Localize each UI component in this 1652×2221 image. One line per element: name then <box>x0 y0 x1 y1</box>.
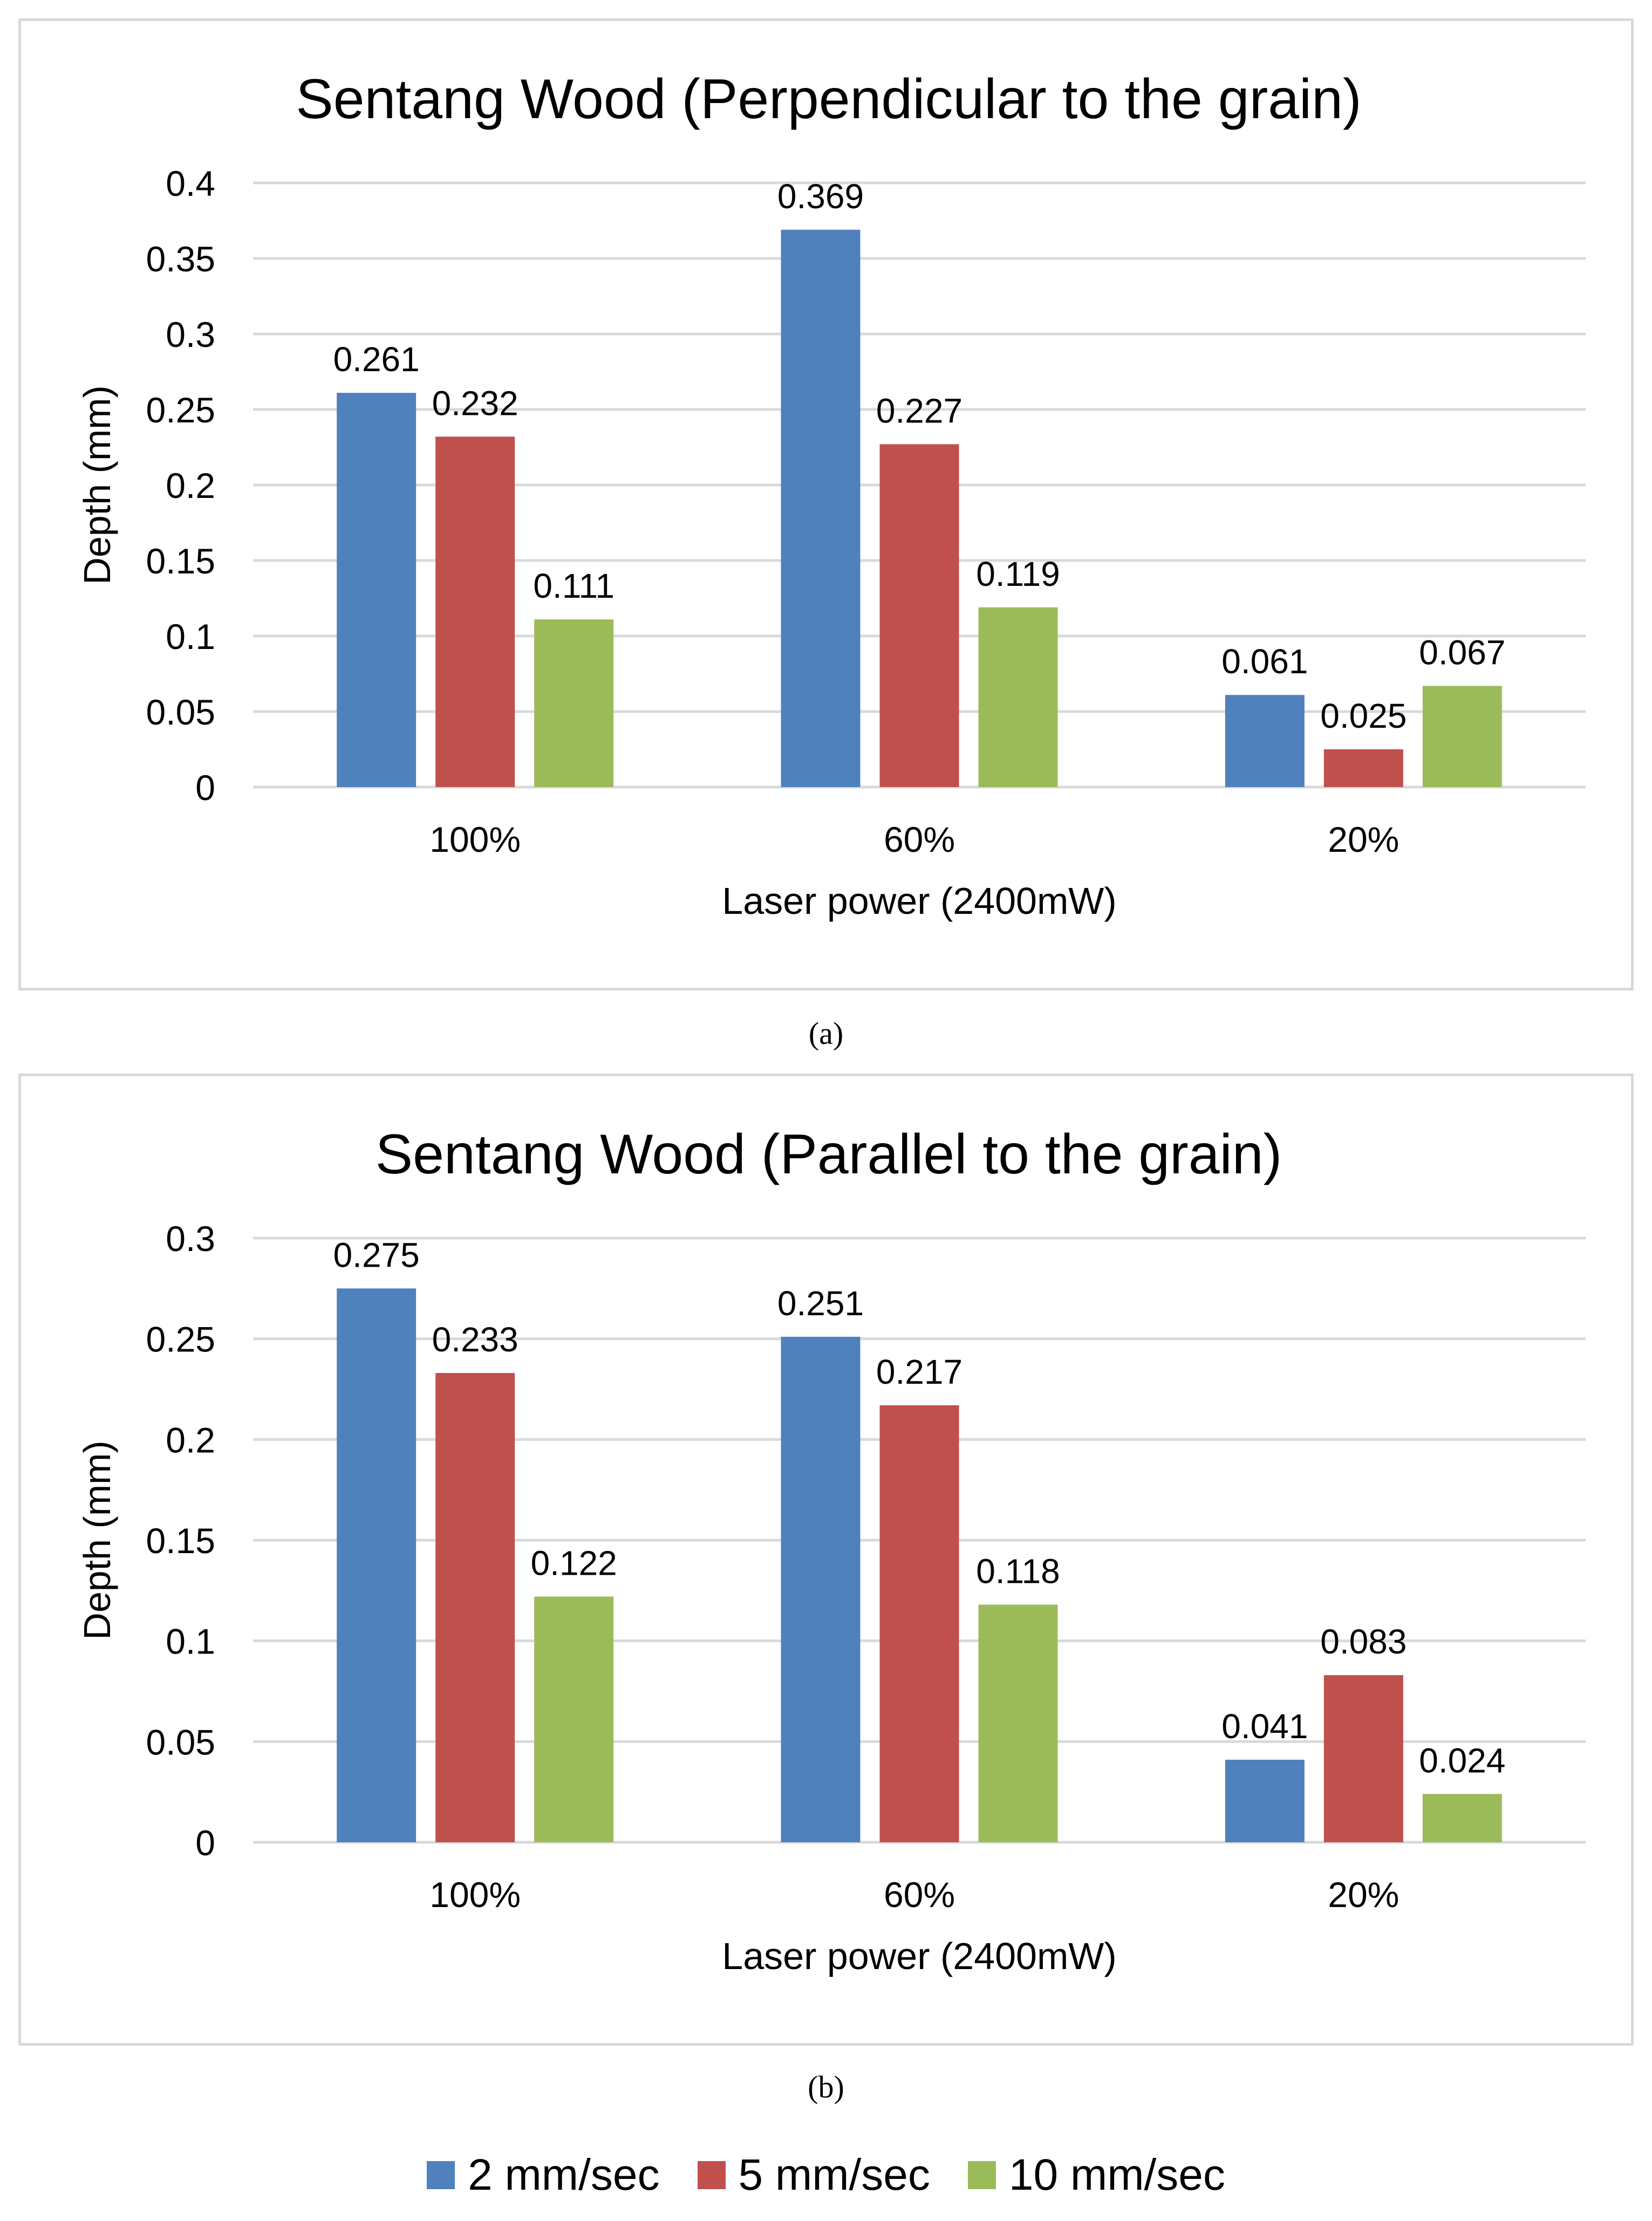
chart-panel-a: Sentang Wood (Perpendicular to the grain… <box>18 18 1634 990</box>
chart-b-ytick-label: 0.05 <box>146 1722 215 1762</box>
chart-a-ytick-label: 0.25 <box>146 390 215 430</box>
chart-b-bar-10mm-1 <box>978 1604 1058 1842</box>
chart-a-data-label: 0.061 <box>1221 642 1308 681</box>
chart-b-data-label: 0.217 <box>876 1352 962 1391</box>
legend-item-10mm: 10 mm/sec <box>967 2150 1225 2201</box>
chart-panel-b: Sentang Wood (Parallel to the grain) 0 0.0… <box>18 1074 1634 2046</box>
chart-a-xlabel: Laser power (2400mW) <box>722 880 1116 922</box>
chart-a-bar-5mm-0 <box>435 436 515 787</box>
chart-b-ytick-label: 0.2 <box>166 1420 215 1460</box>
legend-label-10mm: 10 mm/sec <box>1008 2150 1225 2199</box>
chart-a-bar-10mm-0 <box>534 619 614 787</box>
chart-b-data-label: 0.024 <box>1419 1741 1505 1780</box>
legend-swatch-2mm <box>427 2161 455 2189</box>
chart-b-title: Sentang Wood (Parallel to the grain) <box>376 1123 1282 1186</box>
chart-b-ytick-label: 0.15 <box>146 1521 215 1561</box>
chart-a-bar-10mm-1 <box>978 607 1058 787</box>
chart-b-svg: Sentang Wood (Parallel to the grain) 0 0.0… <box>76 1123 1586 1977</box>
chart-a-ytick-label: 0 <box>195 768 215 808</box>
chart-b-data-label: 0.118 <box>976 1552 1060 1590</box>
chart-a-bar-2mm-0 <box>337 393 417 787</box>
chart-a-ylabel: Depth (mm) <box>76 385 118 584</box>
chart-b-data-label: 0.275 <box>333 1235 420 1274</box>
chart-a-bar-10mm-2 <box>1422 686 1502 787</box>
chart-b-data-label: 0.233 <box>432 1320 518 1359</box>
chart-b-ylabel: Depth (mm) <box>76 1440 118 1639</box>
chart-a-ytick-label: 0.4 <box>166 163 215 203</box>
chart-a-data-label: 0.232 <box>432 384 518 422</box>
chart-a-bar-5mm-1 <box>879 444 959 787</box>
chart-b-ytick-label: 0.25 <box>146 1320 215 1359</box>
chart-a-data-label: 0.119 <box>976 555 1060 593</box>
chart-b-data-label: 0.122 <box>531 1544 617 1583</box>
chart-a-data-label: 0.261 <box>333 340 420 379</box>
chart-a-data-label: 0.025 <box>1320 696 1407 735</box>
chart-b-data-label: 0.083 <box>1320 1622 1407 1661</box>
chart-b-xtick-label: 60% <box>884 1875 955 1915</box>
chart-b-bar-2mm-1 <box>781 1336 861 1842</box>
chart-b-xtick-label: 20% <box>1328 1875 1399 1915</box>
chart-a-bar-2mm-2 <box>1225 695 1305 787</box>
chart-b-bar-10mm-2 <box>1422 1794 1502 1842</box>
chart-a-ytick-label: 0.05 <box>146 692 215 732</box>
chart-a-ytick-label: 0.2 <box>166 466 215 505</box>
chart-b-data-label: 0.041 <box>1221 1707 1308 1746</box>
chart-b-ytick-label: 0.3 <box>166 1219 215 1259</box>
chart-a-ytick-label: 0.35 <box>146 239 215 279</box>
chart-b-xtick-label: 100% <box>429 1875 521 1915</box>
chart-a-ytick-label: 0.15 <box>146 541 215 581</box>
chart-a-bar-2mm-1 <box>781 229 861 787</box>
legend-item-5mm: 5 mm/sec <box>697 2150 930 2201</box>
chart-a-data-label: 0.111 <box>533 566 615 605</box>
chart-b-bar-10mm-0 <box>534 1596 614 1842</box>
caption-a: (a) <box>808 1016 844 1051</box>
legend-item-2mm: 2 mm/sec <box>427 2150 660 2201</box>
chart-a-xtick-label: 20% <box>1328 819 1399 859</box>
chart-b-ytick-label: 0.1 <box>166 1622 215 1662</box>
chart-b-bar-5mm-2 <box>1323 1675 1403 1842</box>
chart-a-ytick-label: 0.1 <box>166 617 215 657</box>
chart-b-bar-5mm-0 <box>435 1373 515 1842</box>
chart-b-bar-5mm-1 <box>879 1405 959 1842</box>
legend-swatch-5mm <box>697 2161 726 2189</box>
chart-a-data-label: 0.067 <box>1419 633 1505 672</box>
chart-b-ytick-label: 0 <box>195 1823 215 1863</box>
chart-a-data-label: 0.227 <box>876 391 962 430</box>
legend-swatch-10mm <box>967 2161 996 2189</box>
chart-a-xtick-label: 100% <box>429 819 521 859</box>
legend-label-2mm: 2 mm/sec <box>468 2150 660 2199</box>
chart-a-ytick-label: 0.3 <box>166 315 215 354</box>
caption-b: (b) <box>808 2069 844 2104</box>
chart-a-xtick-label: 60% <box>884 819 955 859</box>
chart-a-title: Sentang Wood (Perpendicular to the grain… <box>296 68 1361 131</box>
chart-a-bar-5mm-2 <box>1323 749 1403 787</box>
chart-a-data-label: 0.369 <box>777 177 864 216</box>
chart-b-xlabel: Laser power (2400mW) <box>722 1935 1116 1977</box>
chart-a-svg: Sentang Wood (Perpendicular to the grain… <box>76 68 1586 922</box>
legend: 2 mm/sec 5 mm/sec 10 mm/sec <box>0 2150 1652 2201</box>
chart-b-bar-2mm-0 <box>337 1288 417 1842</box>
chart-b-bar-2mm-2 <box>1225 1759 1305 1842</box>
chart-b-data-label: 0.251 <box>777 1284 864 1323</box>
legend-label-5mm: 5 mm/sec <box>738 2150 930 2199</box>
